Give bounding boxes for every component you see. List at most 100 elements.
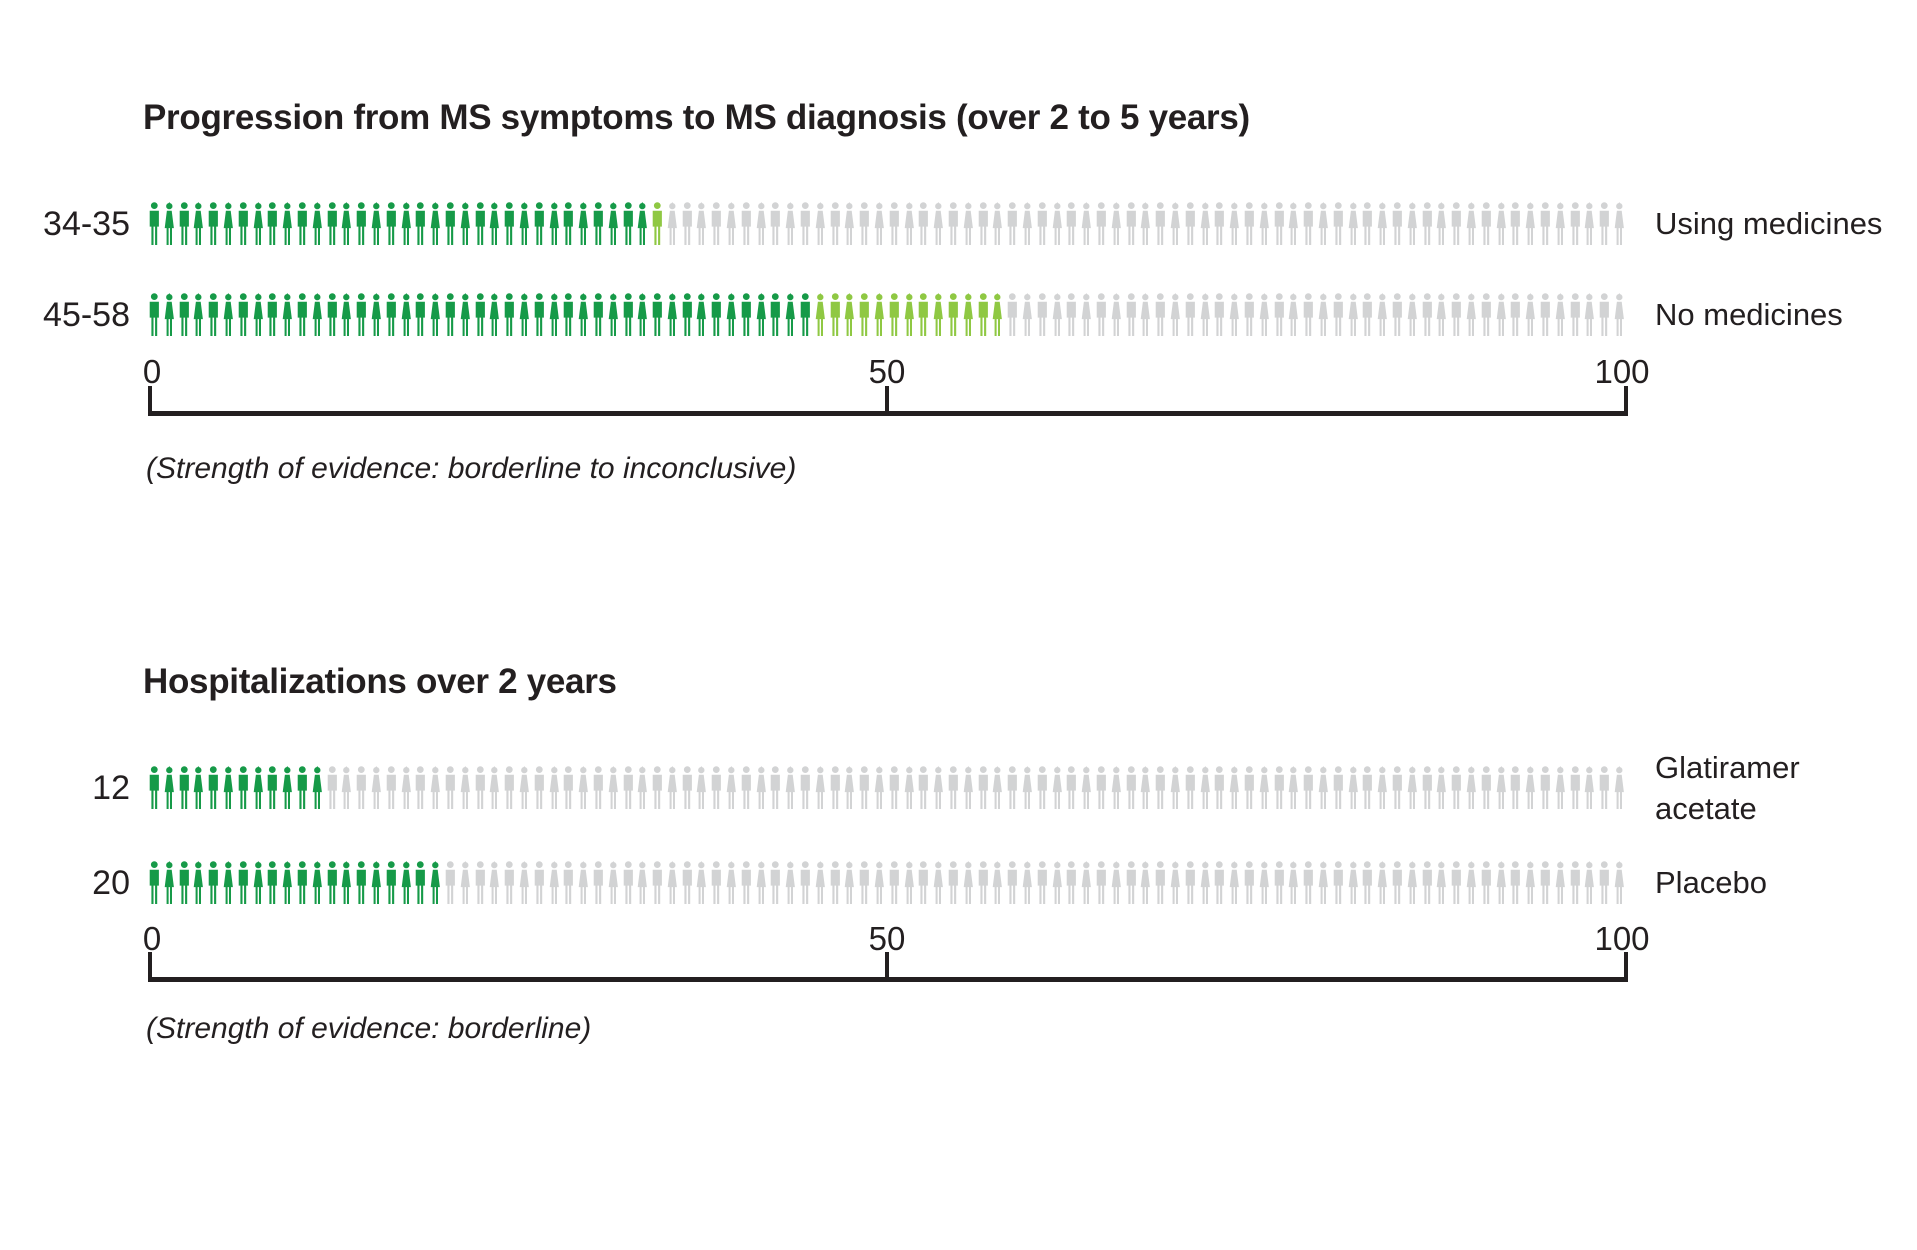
person-female-icon <box>784 766 797 810</box>
person-male-icon <box>503 293 516 337</box>
person-female-icon <box>1406 861 1419 905</box>
person-female-icon <box>1199 861 1212 905</box>
person-male-icon <box>1243 293 1256 337</box>
person-male-icon <box>266 202 279 246</box>
person-male-icon <box>888 202 901 246</box>
person-male-icon <box>237 766 250 810</box>
person-female-icon <box>814 202 827 246</box>
person-male-icon <box>1332 766 1345 810</box>
person-male-icon <box>414 293 427 337</box>
person-male-icon <box>710 766 723 810</box>
person-male-icon <box>977 861 990 905</box>
person-male-icon <box>1273 861 1286 905</box>
person-male-icon <box>207 861 220 905</box>
person-male-icon <box>681 766 694 810</box>
person-female-icon <box>1139 202 1152 246</box>
person-female-icon <box>252 293 265 337</box>
axis-tick-mark <box>148 386 152 416</box>
person-male-icon <box>829 293 842 337</box>
person-female-icon <box>252 202 265 246</box>
person-female-icon <box>1435 861 1448 905</box>
person-male-icon <box>1509 861 1522 905</box>
person-female-icon <box>991 202 1004 246</box>
person-female-icon <box>843 202 856 246</box>
person-male-icon <box>829 202 842 246</box>
person-female-icon <box>1080 766 1093 810</box>
person-female-icon <box>459 766 472 810</box>
person-female-icon <box>695 293 708 337</box>
person-female-icon <box>903 766 916 810</box>
person-male-icon <box>888 766 901 810</box>
person-male-icon <box>977 202 990 246</box>
person-male-icon <box>681 202 694 246</box>
person-male-icon <box>1006 861 1019 905</box>
person-female-icon <box>1524 202 1537 246</box>
person-female-icon <box>1199 293 1212 337</box>
person-male-icon <box>326 861 339 905</box>
person-male-icon <box>1154 293 1167 337</box>
person-male-icon <box>799 293 812 337</box>
person-female-icon <box>1287 293 1300 337</box>
person-male-icon <box>207 293 220 337</box>
person-female-icon <box>755 861 768 905</box>
person-male-icon <box>740 293 753 337</box>
person-male-icon <box>1539 202 1552 246</box>
person-male-icon <box>355 861 368 905</box>
person-male-icon <box>1273 202 1286 246</box>
person-male-icon <box>1391 293 1404 337</box>
person-female-icon <box>1465 293 1478 337</box>
person-male-icon <box>207 202 220 246</box>
person-male-icon <box>917 202 930 246</box>
person-female-icon <box>962 861 975 905</box>
person-male-icon <box>1598 293 1611 337</box>
person-male-icon <box>1154 861 1167 905</box>
person-male-icon <box>740 766 753 810</box>
person-female-icon <box>1465 861 1478 905</box>
person-female-icon <box>1406 202 1419 246</box>
person-male-icon <box>503 766 516 810</box>
person-male-icon <box>1184 293 1197 337</box>
person-male-icon <box>148 293 161 337</box>
person-male-icon <box>1125 293 1138 337</box>
person-male-icon <box>237 861 250 905</box>
person-female-icon <box>222 293 235 337</box>
person-female-icon <box>400 766 413 810</box>
person-male-icon <box>1036 861 1049 905</box>
person-female-icon <box>192 202 205 246</box>
person-male-icon <box>1184 766 1197 810</box>
person-female-icon <box>932 202 945 246</box>
person-female-icon <box>1347 293 1360 337</box>
person-female-icon <box>429 766 442 810</box>
person-male-icon <box>710 861 723 905</box>
person-male-icon <box>1480 861 1493 905</box>
person-male-icon <box>355 293 368 337</box>
person-male-icon <box>1243 861 1256 905</box>
person-female-icon <box>1080 861 1093 905</box>
person-male-icon <box>1095 202 1108 246</box>
person-female-icon <box>636 861 649 905</box>
person-male-icon <box>326 766 339 810</box>
person-female-icon <box>755 202 768 246</box>
person-male-icon <box>1095 861 1108 905</box>
person-female-icon <box>843 293 856 337</box>
person-male-icon <box>503 202 516 246</box>
person-female-icon <box>222 766 235 810</box>
person-male-icon <box>858 766 871 810</box>
person-female-icon <box>607 293 620 337</box>
person-male-icon <box>1421 861 1434 905</box>
person-male-icon <box>1450 293 1463 337</box>
person-female-icon <box>429 861 442 905</box>
person-female-icon <box>459 202 472 246</box>
person-female-icon <box>1495 293 1508 337</box>
person-female-icon <box>962 766 975 810</box>
person-male-icon <box>1213 202 1226 246</box>
person-male-icon <box>1480 293 1493 337</box>
person-male-icon <box>1450 202 1463 246</box>
person-female-icon <box>755 293 768 337</box>
axis-tick-label-0: 0 <box>142 920 162 957</box>
person-male-icon <box>1332 202 1345 246</box>
person-male-icon <box>385 861 398 905</box>
person-male-icon <box>1065 861 1078 905</box>
person-male-icon <box>947 202 960 246</box>
person-male-icon <box>1598 861 1611 905</box>
